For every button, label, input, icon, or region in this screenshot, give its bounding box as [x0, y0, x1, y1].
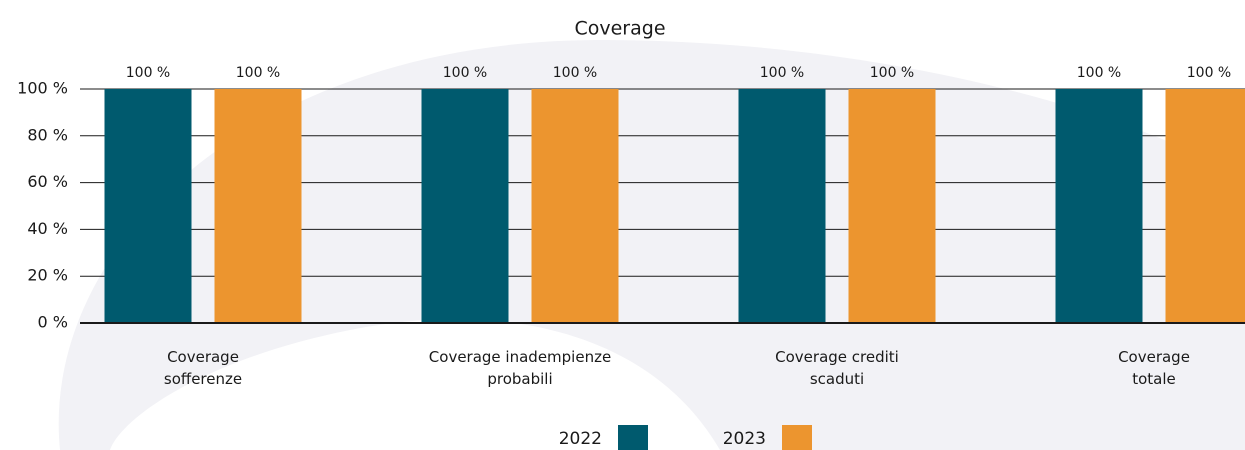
- chart-title: Coverage: [574, 18, 665, 40]
- bar: [848, 89, 936, 323]
- bar: [104, 89, 192, 323]
- legend-label: 2023: [723, 429, 766, 449]
- y-tick-label: 20 %: [27, 266, 68, 285]
- y-tick-label: 60 %: [27, 172, 68, 191]
- y-tick-label: 0 %: [38, 313, 68, 332]
- legend-swatch: [618, 425, 648, 450]
- data-label: 100 %: [870, 65, 914, 81]
- data-label: 100 %: [443, 65, 487, 81]
- legend-label: 2022: [559, 429, 602, 449]
- bar: [1165, 89, 1245, 323]
- x-tick-label: Coverage totale: [1118, 348, 1190, 388]
- data-label: 100 %: [126, 65, 170, 81]
- bar: [421, 89, 509, 323]
- y-tick-label: 100 %: [17, 79, 68, 98]
- background-shape: [58, 40, 1245, 450]
- x-tick-label: Coverage sofferenze: [163, 348, 243, 388]
- legend-swatch: [782, 425, 812, 450]
- data-label: 100 %: [760, 65, 804, 81]
- x-tick-label: Coverage crediti scaduti: [775, 348, 899, 388]
- y-tick-label: 80 %: [27, 125, 68, 144]
- data-label: 100 %: [236, 65, 280, 81]
- data-label: 100 %: [1187, 65, 1231, 81]
- bar: [1055, 89, 1143, 323]
- data-label: 100 %: [553, 65, 597, 81]
- x-tick-label: Coverage inadempienze probabili: [428, 348, 612, 388]
- bar: [214, 89, 302, 323]
- bar: [738, 89, 826, 323]
- data-label: 100 %: [1077, 65, 1121, 81]
- y-tick-label: 40 %: [27, 219, 68, 238]
- bar: [531, 89, 619, 323]
